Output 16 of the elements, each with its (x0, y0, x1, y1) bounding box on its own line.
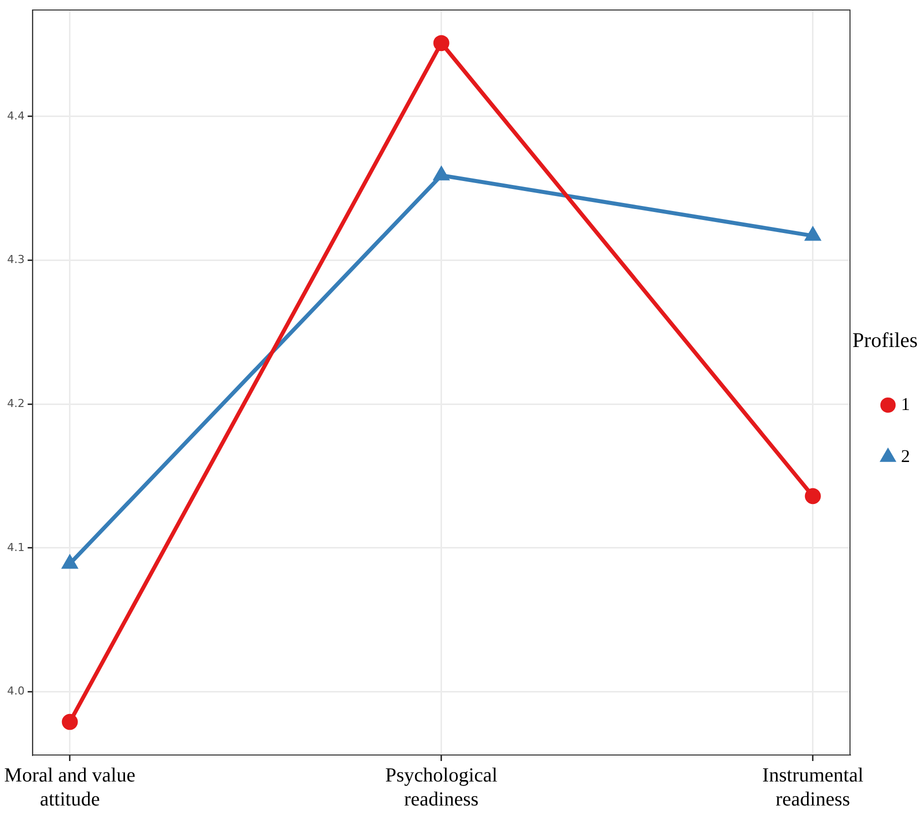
legend-title: Profiles (852, 328, 918, 352)
point (806, 228, 820, 241)
x-tick-label: Psychological readiness (385, 764, 498, 810)
legend-label: 1 (901, 394, 910, 414)
y-tick-label: 4.2 (7, 396, 25, 410)
x-tick-label: Instrumental readiness (762, 764, 864, 810)
legend-label: 2 (901, 446, 910, 466)
point (62, 556, 78, 569)
point (804, 488, 821, 504)
point (62, 714, 78, 730)
x-tick-label: Moral and value attitude (4, 764, 136, 810)
point (434, 167, 449, 180)
y-tick-label: 4.0 (7, 684, 25, 698)
y-tick-label: 4.1 (7, 540, 25, 554)
y-tick-label: 4.3 (7, 253, 25, 266)
y-tick-label: 4.4 (7, 109, 25, 122)
